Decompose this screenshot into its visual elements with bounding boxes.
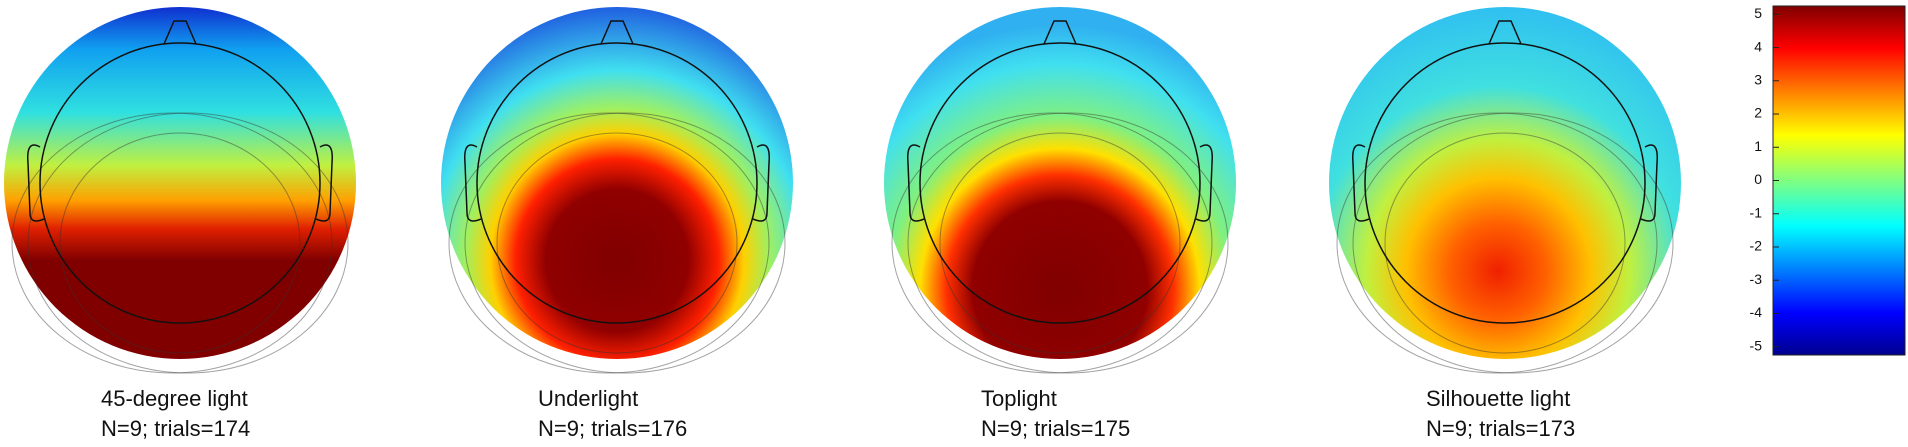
contour [496, 132, 738, 354]
nose [600, 20, 634, 45]
panel-subtitle: N=9; trials=173 [1426, 416, 1575, 441]
ear [315, 144, 333, 222]
tick-label: 3 [1754, 71, 1762, 87]
tick-label: -4 [1750, 304, 1763, 320]
nose [1043, 20, 1077, 45]
contour [1352, 112, 1674, 374]
tick-label: 1 [1754, 138, 1762, 154]
ear [1195, 144, 1213, 222]
tick-label: 4 [1754, 38, 1762, 54]
tick-label: 5 [1754, 5, 1762, 21]
contour [1384, 132, 1626, 354]
scalp-map [884, 7, 1236, 359]
topo-map [4, 7, 356, 374]
topo-map [1329, 7, 1681, 374]
panel-subtitle: N=9; trials=174 [101, 416, 250, 441]
contour [11, 112, 333, 374]
ear [1640, 144, 1658, 222]
contour [448, 112, 770, 374]
ear [1352, 144, 1370, 222]
tick-label: -3 [1750, 271, 1763, 287]
ear [464, 144, 482, 222]
head-outline [39, 42, 321, 324]
ear [27, 144, 45, 222]
contour [1336, 112, 1658, 374]
colorbar [1772, 5, 1906, 356]
panel-subtitle: N=9; trials=175 [981, 416, 1130, 441]
contour [59, 132, 301, 354]
tick-label: -2 [1750, 238, 1763, 254]
head-outline [476, 42, 758, 324]
contour [464, 112, 786, 374]
head-outline [1364, 42, 1646, 324]
topo-map [441, 7, 793, 374]
tick-label: -5 [1750, 337, 1763, 353]
nose [1488, 20, 1522, 45]
ear [907, 144, 925, 222]
scalp-map [1329, 7, 1681, 359]
contour [27, 112, 349, 374]
contour [891, 112, 1213, 374]
tick-label: -1 [1750, 204, 1763, 220]
scalp-map [441, 7, 793, 359]
tick-label: 0 [1754, 171, 1762, 187]
ear [752, 144, 770, 222]
topo-map [884, 7, 1236, 374]
scalp-map [4, 7, 356, 359]
panel-subtitle: N=9; trials=176 [538, 416, 687, 441]
panel-title: 45-degree light [101, 386, 248, 411]
contour [907, 112, 1229, 374]
panel-title: Toplight [981, 386, 1057, 411]
contour [939, 132, 1181, 354]
head-outline [919, 42, 1201, 324]
panel-title: Silhouette light [1426, 386, 1570, 411]
tick-label: 2 [1754, 105, 1762, 121]
nose [163, 20, 197, 45]
panel-title: Underlight [538, 386, 638, 411]
